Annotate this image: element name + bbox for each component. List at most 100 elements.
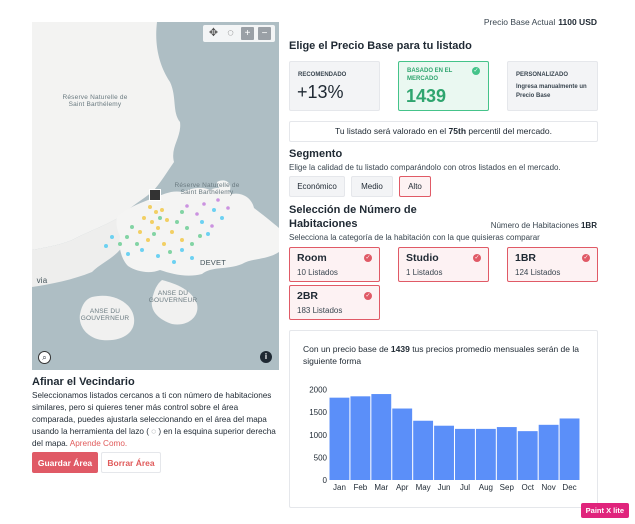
room-option-1br[interactable]: 1BR 124 Listados ✓ [507, 247, 598, 282]
bar-mar [371, 394, 392, 480]
refine-neighborhood-desc: Seleccionamos listados cercanos a ti con… [32, 390, 282, 450]
refine-desc-text: Seleccionamos listados cercanos a ti con… [32, 391, 272, 436]
x-tick-label: Jun [438, 483, 451, 492]
price-option-label: PERSONALIZADO [516, 72, 569, 78]
x-tick-label: Sep [500, 483, 515, 492]
rooms-count-label: Número de Habitaciones [490, 221, 579, 230]
check-icon: ✓ [582, 254, 590, 262]
map-marker[interactable] [149, 189, 161, 201]
x-tick-label: Feb [353, 483, 367, 492]
percentile-info: Tu listado será valorado en el 75th perc… [289, 121, 598, 142]
room-option-studio[interactable]: Studio 1 Listados ✓ [398, 247, 489, 282]
rooms-count-value: 1BR [580, 221, 597, 230]
zoom-in-icon[interactable]: + [241, 27, 254, 40]
room-option-name: 2BR [297, 290, 319, 302]
x-tick-label: Dec [562, 483, 576, 492]
lasso-tool-icon[interactable]: ⌕ [38, 351, 51, 364]
x-tick-label: Apr [396, 483, 409, 492]
chart-text-pre: Con un precio base de [303, 344, 391, 354]
rooms-title: Selección de Número de Habitaciones [289, 204, 417, 230]
map[interactable]: Réserve Naturelle de Saint Barthélemy Ré… [32, 22, 279, 370]
segment-medio-button[interactable]: Medio [351, 176, 393, 197]
y-tick-label: 0 [323, 476, 328, 485]
price-option-sublabel: Ingresa manualmente un Precio Base [516, 84, 587, 99]
monthly-price-chart: 0 500 1000 1500 2000 Jan Feb Mar Apr May Jun Jul Aug… [309, 386, 580, 492]
check-icon: ✓ [364, 292, 372, 300]
chart-description: Con un precio base de 1439 tus precios p… [303, 343, 588, 367]
map-label-via: via [36, 276, 48, 285]
zoom-out-icon[interactable]: − [258, 27, 271, 40]
bar-oct [517, 431, 538, 480]
rooms-desc: Selecciona la categoría de la habitación… [289, 233, 540, 242]
listing-dots [104, 198, 230, 264]
x-tick-label: May [416, 483, 431, 492]
map-label-reserve-2: Réserve Naturelle de Saint Barthélemy [174, 182, 240, 196]
price-option-value: +13% [297, 82, 344, 102]
clear-area-button[interactable]: Borrar Área [101, 452, 161, 473]
percentile-value: 75th [448, 126, 467, 136]
price-option-label: RECOMENDADO [298, 72, 347, 78]
price-option-recommended[interactable]: RECOMENDADO +13% [289, 61, 380, 111]
refine-desc-text-post: ) en la esquina superior derecha del map… [32, 427, 276, 448]
current-base-price: Precio Base Actual 1100 USD [484, 17, 597, 27]
map-terrain [32, 22, 279, 341]
room-option-count: 1 Listados [406, 268, 443, 277]
base-price-label: Precio Base Actual [483, 17, 556, 27]
bar-jan [329, 397, 350, 480]
segment-desc: Elige la calidad de tu listado comparánd… [289, 163, 561, 172]
lasso-inline-icon: ◌ [151, 427, 157, 436]
y-tick-label: 1500 [309, 408, 327, 417]
y-tick-label: 2000 [309, 386, 327, 395]
segment-title: Segmento [289, 148, 343, 160]
percentile-post: percentil del mercado. [466, 126, 553, 136]
bar-apr [392, 408, 413, 480]
percentile-pre: Tu listado será valorado en el [334, 126, 449, 136]
price-option-value: 1439 [406, 86, 447, 106]
x-tick-label: Jul [460, 483, 470, 492]
watermark: Paint X lite [580, 503, 629, 518]
bar-nov [538, 424, 559, 480]
price-option-custom[interactable]: PERSONALIZADO Ingresa manualmente un Pre… [507, 61, 598, 111]
segment-alto-button[interactable]: Alto [399, 176, 431, 197]
map-label-anse-gouverneur: ANSE DU GOUVERNEUR [80, 308, 130, 322]
room-option-name: 1BR [515, 252, 537, 264]
chart-text-post: tus precios promedio mensuales serán de … [303, 344, 579, 366]
y-tick-label: 500 [314, 453, 328, 462]
check-icon: ✓ [364, 254, 372, 262]
segment-economico-button[interactable]: Económico [289, 176, 345, 197]
bar-dec [559, 418, 580, 480]
bar-aug [475, 428, 496, 480]
info-icon[interactable]: i [260, 351, 272, 363]
bar-jul [455, 428, 475, 480]
bar-jun [434, 425, 454, 480]
learn-how-link[interactable]: Aprende Como. [69, 439, 128, 448]
room-option-name: Studio [406, 252, 439, 264]
rooms-count: Número de Habitaciones 1BR [491, 221, 597, 230]
x-tick-label: Jan [333, 483, 346, 492]
room-option-count: 124 Listados [515, 268, 561, 277]
save-area-button[interactable]: Guardar Área [32, 452, 98, 473]
lasso-icon[interactable]: ◌ [227, 27, 234, 39]
price-option-label: BASADO EN EL MERCADO [407, 68, 453, 82]
check-icon: ✓ [472, 67, 480, 75]
bar-feb [350, 396, 371, 480]
x-tick-label: Mar [374, 483, 388, 492]
map-toolbar: ✥ ◌ + − [203, 25, 275, 42]
room-option-room[interactable]: Room 10 Listados ✓ [289, 247, 380, 282]
room-option-count: 183 Listados [297, 306, 343, 315]
room-option-2br[interactable]: 2BR 183 Listados ✓ [289, 285, 380, 320]
x-tick-label: Nov [542, 483, 556, 492]
check-icon: ✓ [473, 254, 481, 262]
x-tick-label: Oct [521, 483, 534, 492]
room-option-count: 10 Listados [297, 268, 338, 277]
refine-neighborhood-title: Afinar el Vecindario [32, 376, 135, 388]
pan-icon[interactable]: ✥ [208, 27, 219, 39]
base-price-value: 1100 USD [558, 17, 597, 27]
y-tick-label: 1000 [309, 431, 327, 440]
price-option-market[interactable]: BASADO EN EL MERCADO ✓ 1439 [398, 61, 489, 111]
map-label-reserve: Réserve Naturelle de Saint Barthélemy [62, 94, 128, 108]
bar-sep [496, 427, 517, 480]
map-label-anse-gouverneur-2: ANSE DU GOUVERNEUR [148, 290, 198, 304]
room-option-name: Room [297, 252, 327, 264]
pricing-title: Elige el Precio Base para tu listado [289, 40, 472, 52]
